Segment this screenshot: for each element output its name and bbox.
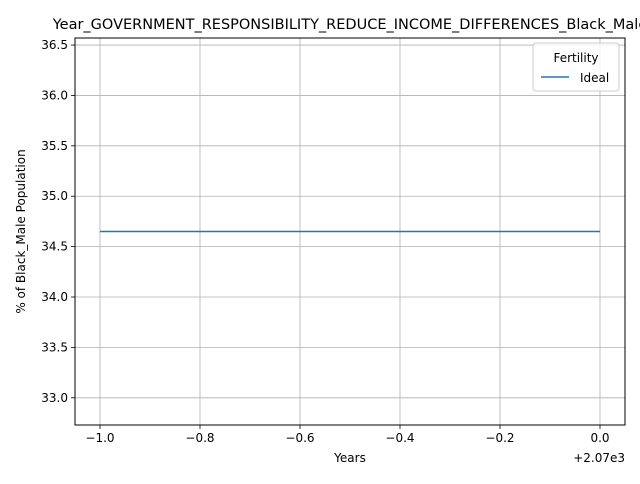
plot-area-frame [74, 37, 626, 426]
y-tick-label: 36.0 [41, 88, 68, 102]
legend-box [532, 42, 620, 92]
x-tick-label: −0.4 [385, 431, 414, 445]
y-tick-label: 34.5 [41, 240, 68, 254]
x-tick-label: 0.0 [590, 431, 609, 445]
y-axis-label: % of Black_Male Population [14, 149, 28, 313]
legend-label-ideal: Ideal [580, 71, 609, 85]
y-tick-label: 35.0 [41, 189, 68, 203]
x-tick-label: −0.2 [485, 431, 514, 445]
x-tick-label: −0.6 [285, 431, 314, 445]
y-axis-ticks: 33.0 33.5 34.0 34.5 35.0 35.5 36.0 36.5 [41, 38, 75, 405]
chart-title: Year_GOVERNMENT_RESPONSIBILITY_REDUCE_IN… [52, 17, 640, 33]
x-tick-label: −1.0 [85, 431, 114, 445]
x-axis-ticks: −1.0 −0.8 −0.6 −0.4 −0.2 0.0 [85, 425, 610, 445]
legend: Fertility Ideal [532, 42, 620, 92]
x-axis-label: Years [333, 451, 366, 465]
y-tick-label: 33.5 [41, 340, 68, 354]
y-tick-label: 34.0 [41, 290, 68, 304]
x-tick-label: −0.8 [185, 431, 214, 445]
y-tick-label: 36.5 [41, 38, 68, 52]
x-axis-offset-label: +2.07e3 [573, 451, 625, 465]
legend-title: Fertility [553, 51, 598, 65]
y-tick-label: 33.0 [41, 391, 68, 405]
y-tick-label: 35.5 [41, 139, 68, 153]
